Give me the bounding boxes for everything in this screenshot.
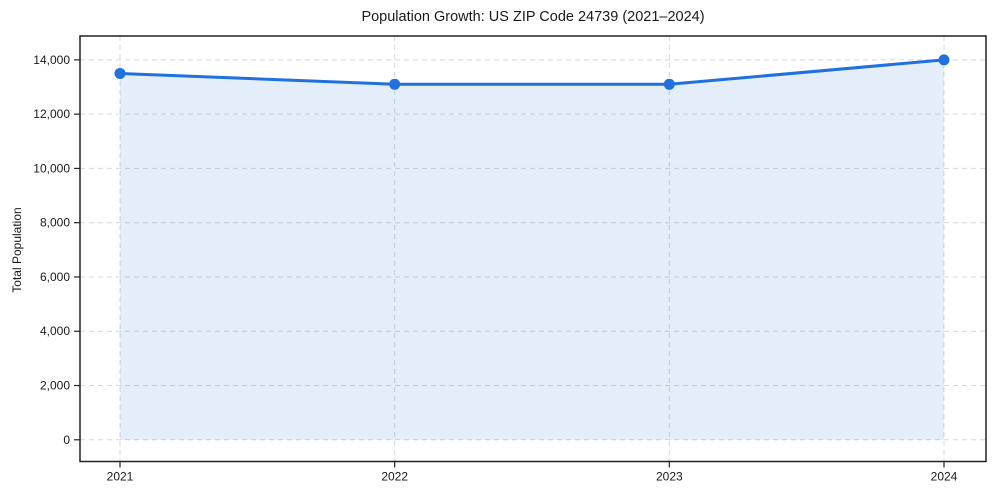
x-tick-label: 2023: [656, 470, 683, 484]
plot-border: [79, 35, 987, 463]
data-point-2022: [389, 78, 401, 90]
data-point-2021: [114, 67, 126, 79]
area-fill: [120, 59, 944, 440]
y-tick-label: 0: [63, 433, 70, 447]
data-point-2024: [938, 54, 950, 66]
y-tick-label: 2,000: [40, 379, 70, 393]
trend-line: [118, 58, 946, 86]
y-tick-label: 8,000: [40, 216, 70, 230]
x-tick-label: 2024: [931, 470, 958, 484]
y-tick-label: 6,000: [40, 270, 70, 284]
chart-title: Population Growth: US ZIP Code 24739 (20…: [361, 9, 705, 25]
data-point-2023: [663, 78, 675, 90]
x-tick-label: 2021: [107, 470, 134, 484]
y-tick-label: 12,000: [33, 107, 70, 121]
y-tick-label: 14,000: [33, 53, 70, 67]
x-tick-label: 2022: [381, 470, 408, 484]
y-tick-label: 10,000: [33, 161, 70, 175]
y-tick-label: 4,000: [40, 324, 70, 338]
